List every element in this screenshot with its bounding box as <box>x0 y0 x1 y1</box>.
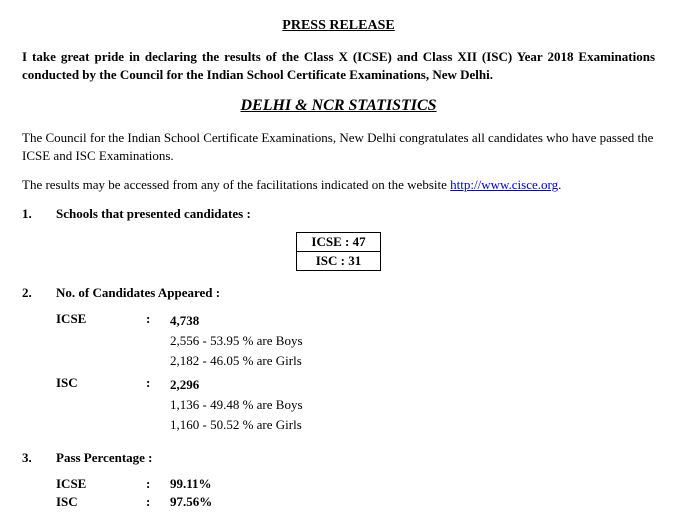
cisce-link[interactable]: http://www.cisce.org <box>450 177 558 192</box>
section-schools: 1. Schools that presented candidates : <box>22 206 655 222</box>
pass-isc-label: ISC <box>56 494 146 510</box>
section-number-3: 3. <box>22 450 56 466</box>
candidates-block: ICSE : 4,738 2,556 - 53.95 % are Boys 2,… <box>56 311 655 436</box>
candidates-isc-label: ISC <box>56 375 146 435</box>
pass-isc-row: ISC : 97.56% <box>56 494 655 510</box>
schools-row-icse: ICSE : 47 <box>297 232 380 251</box>
congrats-paragraph: The Council for the Indian School Certif… <box>22 129 655 164</box>
section-pass: 3. Pass Percentage : <box>22 450 655 466</box>
candidates-isc-colon: : <box>146 375 170 435</box>
candidates-icse-row: ICSE : 4,738 2,556 - 53.95 % are Boys 2,… <box>56 311 655 371</box>
access-text: The results may be accessed from any of … <box>22 177 450 192</box>
candidates-icse-colon: : <box>146 311 170 371</box>
section-number-1: 1. <box>22 206 56 222</box>
pass-icse-colon: : <box>146 476 170 492</box>
access-paragraph: The results may be accessed from any of … <box>22 176 655 194</box>
section-heading-pass: Pass Percentage : <box>56 450 153 466</box>
pass-isc-value: 97.56% <box>170 494 212 510</box>
schools-table: ICSE : 47 ISC : 31 <box>296 232 380 271</box>
candidates-icse-label: ICSE <box>56 311 146 371</box>
intro-paragraph: I take great pride in declaring the resu… <box>22 48 655 83</box>
pass-icse-row: ICSE : 99.11% <box>56 476 655 492</box>
pass-isc-colon: : <box>146 494 170 510</box>
candidates-icse-boys: 2,556 - 53.95 % are Boys <box>170 331 303 351</box>
statistics-subtitle: DELHI & NCR STATISTICS <box>22 97 655 115</box>
candidates-isc-boys: 1,136 - 49.48 % are Boys <box>170 395 303 415</box>
pass-block: ICSE : 99.11% ISC : 97.56% <box>56 476 655 510</box>
pass-icse-label: ICSE <box>56 476 146 492</box>
candidates-icse-values: 4,738 2,556 - 53.95 % are Boys 2,182 - 4… <box>170 311 303 371</box>
section-number-2: 2. <box>22 285 56 301</box>
candidates-icse-girls: 2,182 - 46.05 % are Girls <box>170 351 303 371</box>
candidates-isc-values: 2,296 1,136 - 49.48 % are Boys 1,160 - 5… <box>170 375 303 435</box>
pass-icse-value: 99.11% <box>170 476 212 492</box>
candidates-isc-row: ISC : 2,296 1,136 - 49.48 % are Boys 1,1… <box>56 375 655 435</box>
schools-row-isc: ISC : 31 <box>297 251 380 270</box>
candidates-isc-girls: 1,160 - 50.52 % are Girls <box>170 415 303 435</box>
candidates-icse-total: 4,738 <box>170 311 303 331</box>
access-end: . <box>558 177 561 192</box>
section-heading-schools: Schools that presented candidates : <box>56 206 251 222</box>
section-heading-candidates: No. of Candidates Appeared : <box>56 285 220 301</box>
section-candidates: 2. No. of Candidates Appeared : <box>22 285 655 301</box>
candidates-isc-total: 2,296 <box>170 375 303 395</box>
press-release-title: PRESS RELEASE <box>22 18 655 34</box>
